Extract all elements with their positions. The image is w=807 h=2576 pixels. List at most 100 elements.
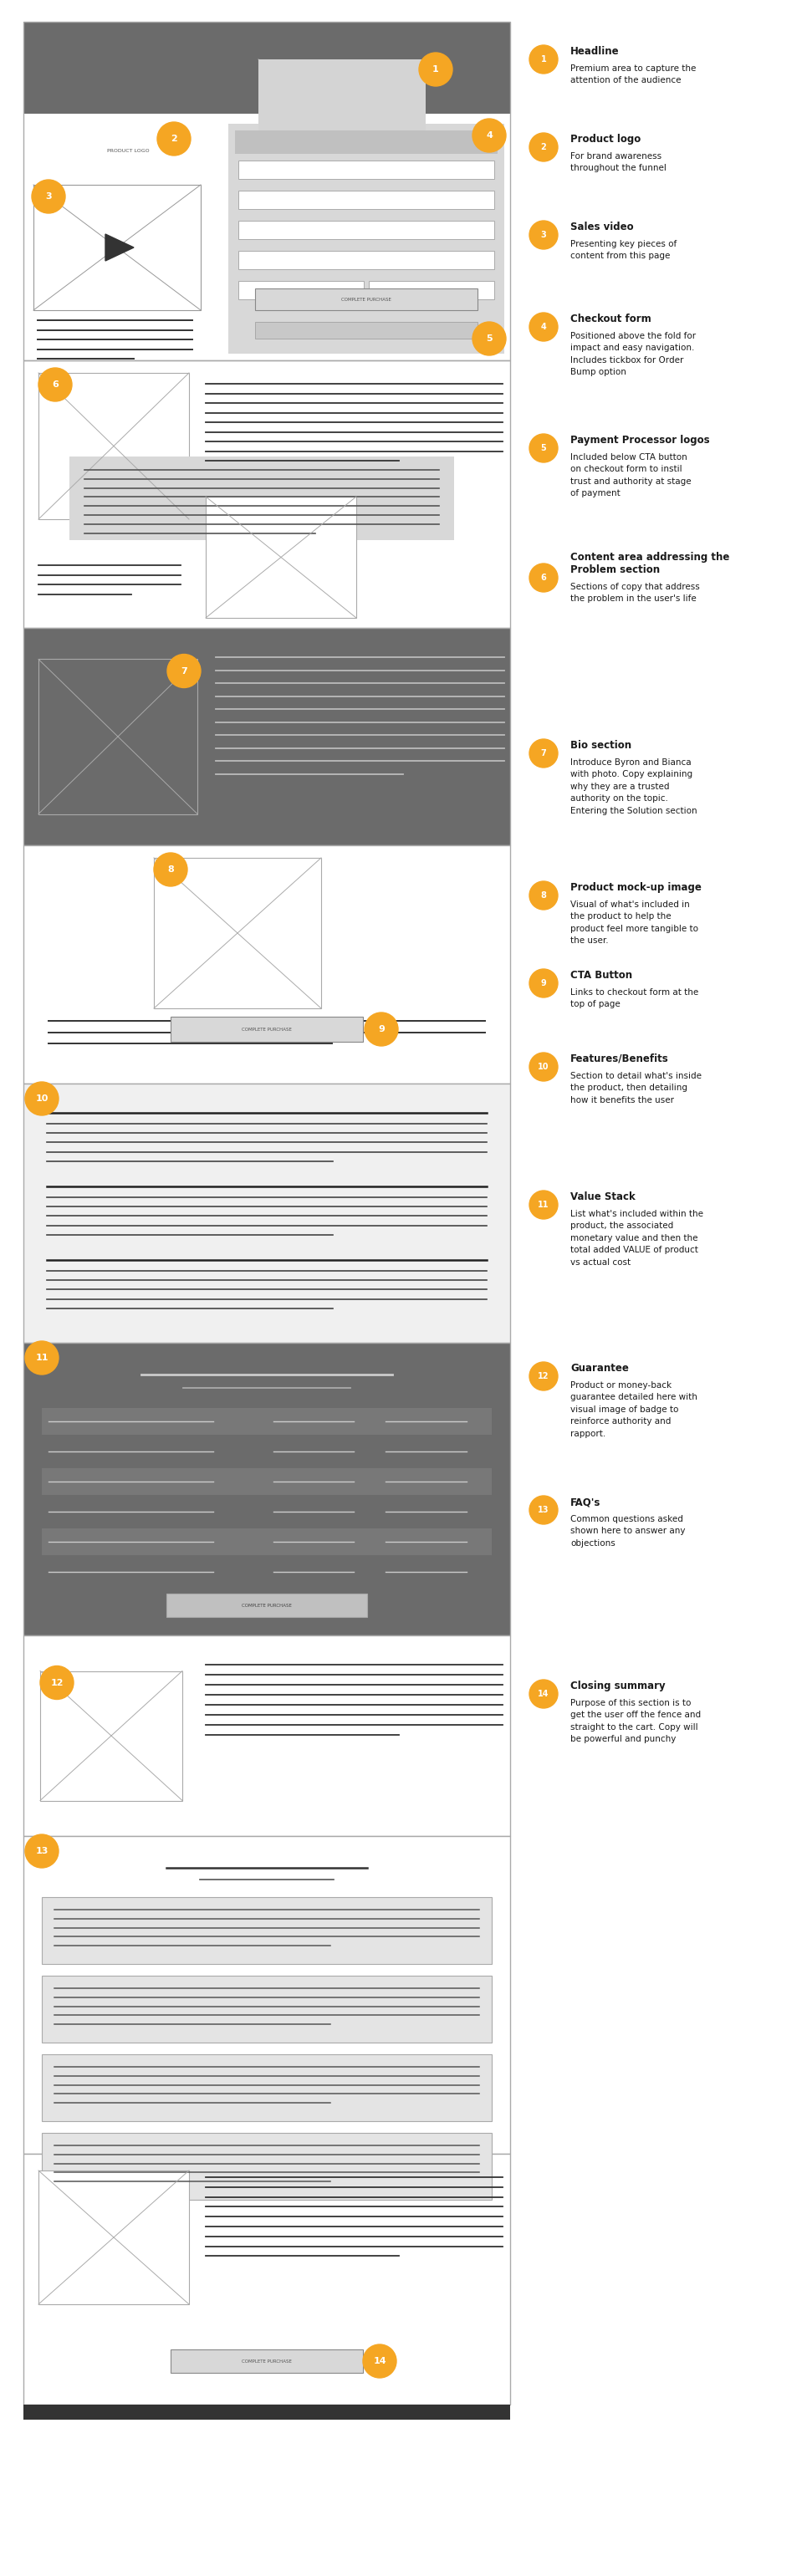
Bar [39,659,198,814]
Bar [23,1636,510,1837]
Bar [23,845,510,1084]
Text: FAQ's: FAQ's [571,1497,600,1507]
Text: 5: 5 [486,335,492,343]
Circle shape [365,1012,398,1046]
Text: Product logo: Product logo [571,134,641,144]
Circle shape [529,1363,558,1391]
Bar [23,361,510,629]
Circle shape [529,739,558,768]
Bar [258,59,425,134]
Text: 6: 6 [52,381,58,389]
Text: 9: 9 [541,979,546,987]
Bar [42,1896,491,1963]
Text: 14: 14 [538,1690,550,1698]
Bar [42,1468,491,1494]
Text: 10: 10 [538,1064,550,1072]
Text: Features/Benefits: Features/Benefits [571,1054,669,1064]
Text: Presenting key pieces of
content from this page: Presenting key pieces of content from th… [571,240,677,260]
Bar [235,131,498,155]
Bar [255,322,478,337]
Bar [23,1837,510,2154]
Text: 2: 2 [541,144,546,152]
Bar [166,1595,367,1618]
Text: 8: 8 [167,866,174,873]
Circle shape [419,52,453,85]
Text: Visual of what's included in
the product to help the
product feel more tangible : Visual of what's included in the product… [571,902,698,945]
Text: 5: 5 [541,443,546,453]
Bar [39,2172,189,2306]
Text: 1: 1 [541,54,546,64]
Text: List what's included within the
product, the associated
monetary value and then : List what's included within the product,… [571,1211,704,1267]
Text: Payment Processor logos: Payment Processor logos [571,435,709,446]
Text: 12: 12 [50,1680,63,1687]
Bar [40,1672,182,1801]
Text: Bio section: Bio section [571,739,632,750]
Text: CTA Button: CTA Button [571,971,633,981]
Bar [42,1528,491,1556]
Text: Common questions asked
shown here to answer any
objections: Common questions asked shown here to ans… [571,1515,685,1548]
Text: 11: 11 [36,1352,48,1363]
Circle shape [529,312,558,340]
Circle shape [529,1054,558,1082]
Text: 1: 1 [433,64,439,75]
Text: 3: 3 [541,232,546,240]
Bar [42,2053,491,2120]
Circle shape [529,134,558,162]
Circle shape [25,1834,59,1868]
Text: Links to checkout form at the
top of page: Links to checkout form at the top of pag… [571,989,699,1010]
Bar [42,2133,491,2200]
Text: Value Stack: Value Stack [571,1193,635,1203]
Text: Included below CTA button
on checkout form to instil
trust and authority at stag: Included below CTA button on checkout fo… [571,453,692,497]
Circle shape [529,222,558,250]
Text: 6: 6 [541,574,546,582]
Bar [170,1018,363,1041]
Text: Purpose of this section is to
get the user off the fence and
straight to the car: Purpose of this section is to get the us… [571,1700,701,1744]
Bar [39,374,189,520]
Circle shape [363,2344,396,2378]
Bar [69,456,454,541]
Bar [238,160,494,178]
Bar [23,21,510,113]
Circle shape [529,46,558,75]
Text: Sections of copy that address
the problem in the user's life: Sections of copy that address the proble… [571,582,700,603]
Text: 14: 14 [373,2357,387,2365]
Circle shape [157,121,190,155]
Text: Product mock-up image: Product mock-up image [571,881,701,894]
Circle shape [529,564,558,592]
Bar [238,191,494,209]
Circle shape [31,180,65,214]
Bar [23,1342,510,1636]
Circle shape [529,881,558,909]
Circle shape [529,433,558,461]
Text: Sales video: Sales video [571,222,633,232]
Bar [42,1499,491,1525]
Circle shape [529,1497,558,1525]
Text: Section to detail what's inside
the product, then detailing
how it benefits the : Section to detail what's inside the prod… [571,1072,701,1105]
Bar [258,59,425,134]
Circle shape [39,368,72,402]
Text: 13: 13 [36,1847,48,1855]
Text: Closing summary: Closing summary [571,1680,665,1692]
Circle shape [529,1680,558,1708]
Text: COMPLETE PURCHASE: COMPLETE PURCHASE [242,1602,292,1607]
Text: 13: 13 [538,1507,550,1515]
Text: 9: 9 [378,1025,385,1033]
Text: COMPLETE PURCHASE: COMPLETE PURCHASE [341,296,391,301]
Bar [33,185,201,309]
Text: Product or money-back
guarantee detailed here with
visual image of badge to
rein: Product or money-back guarantee detailed… [571,1381,697,1437]
Text: 3: 3 [45,193,52,201]
Bar [23,629,510,845]
Text: COMPLETE PURCHASE: COMPLETE PURCHASE [242,1028,292,1030]
Bar [369,281,494,299]
Circle shape [529,969,558,997]
Bar [228,124,504,353]
Bar [42,1409,491,1435]
Text: Premium area to capture the
attention of the audience: Premium area to capture the attention of… [571,64,696,85]
Bar [170,2349,363,2372]
Text: Positioned above the fold for
impact and easy navigation.
Includes tickbox for O: Positioned above the fold for impact and… [571,332,696,376]
Bar [238,281,364,299]
Text: 4: 4 [486,131,492,139]
Bar [42,1437,491,1466]
Bar [23,113,510,361]
Bar [206,497,356,618]
